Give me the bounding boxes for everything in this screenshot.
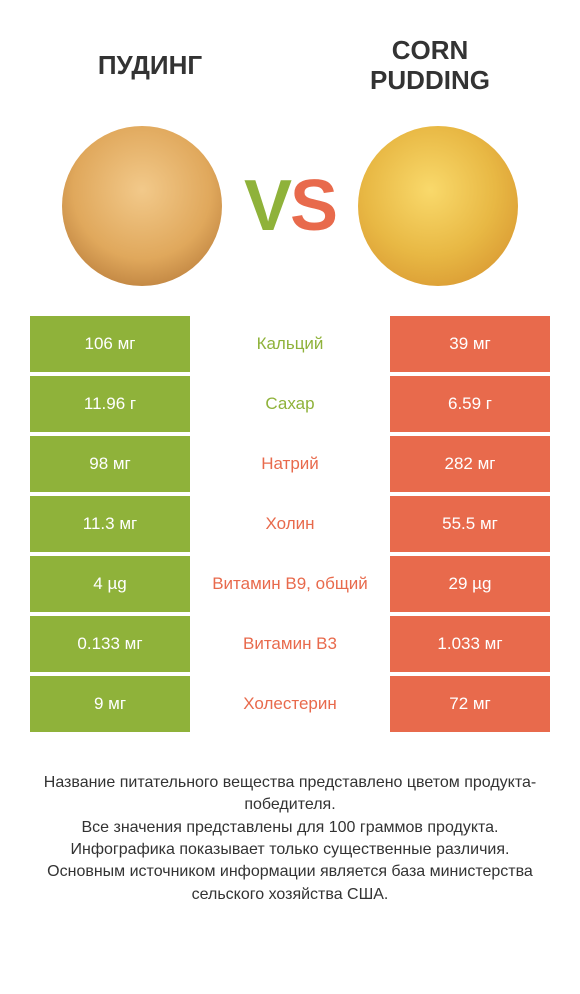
- nutrient-label: Витамин B9, общий: [190, 556, 390, 612]
- value-right: 1.033 мг: [390, 616, 550, 672]
- nutrient-label: Витамин B3: [190, 616, 390, 672]
- title-left: ПУДИНГ: [50, 50, 250, 81]
- value-right: 55.5 мг: [390, 496, 550, 552]
- vs-letter-v: V: [244, 166, 290, 246]
- vs-label: VS: [244, 165, 336, 247]
- footer-line-4: Основным источником информации является …: [20, 861, 560, 906]
- nutrient-table: 106 мгКальций39 мг11.96 гСахар6.59 г98 м…: [30, 316, 550, 732]
- table-row: 4 µgВитамин B9, общий29 µg: [30, 556, 550, 612]
- value-right: 39 мг: [390, 316, 550, 372]
- value-right: 72 мг: [390, 676, 550, 732]
- value-left: 11.96 г: [30, 376, 190, 432]
- vs-row: VS: [0, 116, 580, 316]
- table-row: 9 мгХолестерин72 мг: [30, 676, 550, 732]
- value-left: 11.3 мг: [30, 496, 190, 552]
- nutrient-label: Сахар: [190, 376, 390, 432]
- footer-line-1: Название питательного вещества представл…: [20, 772, 560, 817]
- table-row: 11.3 мгХолин55.5 мг: [30, 496, 550, 552]
- value-left: 0.133 мг: [30, 616, 190, 672]
- nutrient-label: Холин: [190, 496, 390, 552]
- value-left: 106 мг: [30, 316, 190, 372]
- value-left: 98 мг: [30, 436, 190, 492]
- value-left: 4 µg: [30, 556, 190, 612]
- food-image-left: [62, 126, 222, 286]
- nutrient-label: Кальций: [190, 316, 390, 372]
- table-row: 98 мгНатрий282 мг: [30, 436, 550, 492]
- footer-line-3: Инфографика показывает только существенн…: [20, 839, 560, 861]
- food-image-right: [358, 126, 518, 286]
- value-left: 9 мг: [30, 676, 190, 732]
- value-right: 29 µg: [390, 556, 550, 612]
- value-right: 282 мг: [390, 436, 550, 492]
- value-right: 6.59 г: [390, 376, 550, 432]
- nutrient-label: Натрий: [190, 436, 390, 492]
- table-row: 106 мгКальций39 мг: [30, 316, 550, 372]
- title-right: CORN PUDDING: [330, 36, 530, 96]
- vs-letter-s: S: [290, 166, 336, 246]
- footer-line-2: Все значения представлены для 100 граммо…: [20, 817, 560, 839]
- table-row: 0.133 мгВитамин B31.033 мг: [30, 616, 550, 672]
- footer-notes: Название питательного вещества представл…: [20, 772, 560, 906]
- header: ПУДИНГ CORN PUDDING: [0, 0, 580, 116]
- table-row: 11.96 гСахар6.59 г: [30, 376, 550, 432]
- nutrient-label: Холестерин: [190, 676, 390, 732]
